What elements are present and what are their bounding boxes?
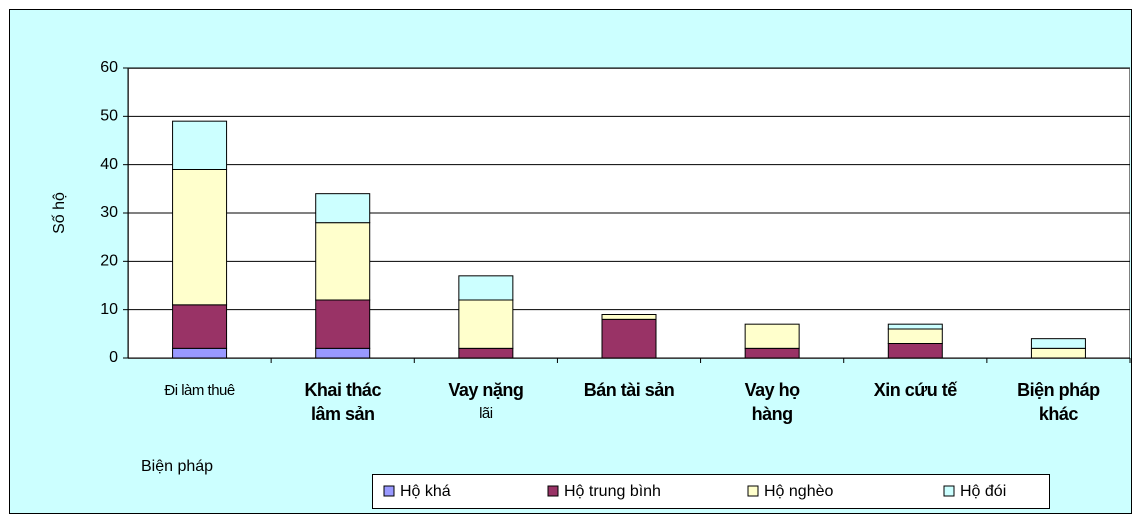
legend-label: Hộ khá	[400, 483, 451, 500]
y-tick-label: 0	[109, 349, 118, 366]
x-tick-label: Vay nặng	[448, 380, 523, 400]
bar-segment	[458, 299, 514, 349]
y-tick-label: 10	[100, 301, 118, 318]
bar-segment	[458, 275, 514, 301]
legend-swatch	[383, 485, 395, 497]
bar-segment	[458, 347, 514, 359]
bar-segment	[1030, 338, 1086, 349]
legend-swatch	[943, 485, 955, 497]
bar-segment	[1030, 347, 1086, 359]
bar-segment	[172, 120, 228, 170]
y-tick-label: 60	[100, 59, 118, 76]
x-tick-label: Bán tài sản	[584, 380, 675, 400]
bar-segment	[744, 347, 800, 359]
bar-segment	[601, 318, 657, 359]
y-tick-label: 50	[100, 108, 118, 125]
legend	[372, 474, 1050, 509]
x-axis-title: Biện pháp	[141, 458, 213, 475]
y-tick-label: 40	[100, 156, 118, 173]
x-tick-label: Đi làm thuê	[164, 382, 235, 399]
bar-segment	[315, 193, 371, 224]
bar-segment	[172, 304, 228, 349]
bar-segment	[315, 299, 371, 349]
y-axis-title: Số hộ	[51, 192, 68, 234]
bar-segment	[315, 347, 371, 359]
legend-swatch	[747, 485, 759, 497]
bar-segment	[601, 314, 657, 320]
x-tick-label: Biện pháp	[1017, 380, 1100, 400]
bar-segment	[172, 169, 228, 306]
bar-segment	[172, 347, 228, 359]
x-tick-label: Xin cứu tế	[874, 380, 959, 400]
x-tick-label: lâm sản	[311, 404, 375, 424]
bar-segment	[315, 222, 371, 301]
x-tick-label: Vay họ	[745, 380, 801, 400]
x-tick-label: lãi	[479, 405, 493, 422]
bar-segment	[887, 343, 943, 359]
legend-swatch	[547, 485, 559, 497]
x-tick-label: hàng	[752, 404, 793, 424]
y-tick-label: 30	[100, 204, 118, 221]
legend-label: Hộ nghèo	[764, 483, 833, 500]
bar-segment	[744, 323, 800, 349]
bar-segment	[887, 323, 943, 330]
legend-label: Hộ đói	[960, 483, 1006, 500]
y-tick-label: 20	[100, 253, 118, 270]
x-tick-label: Khai thác	[304, 380, 381, 400]
bar-segment	[887, 328, 943, 344]
x-tick-label: khác	[1039, 404, 1079, 424]
legend-label: Hộ trung bình	[564, 483, 661, 500]
